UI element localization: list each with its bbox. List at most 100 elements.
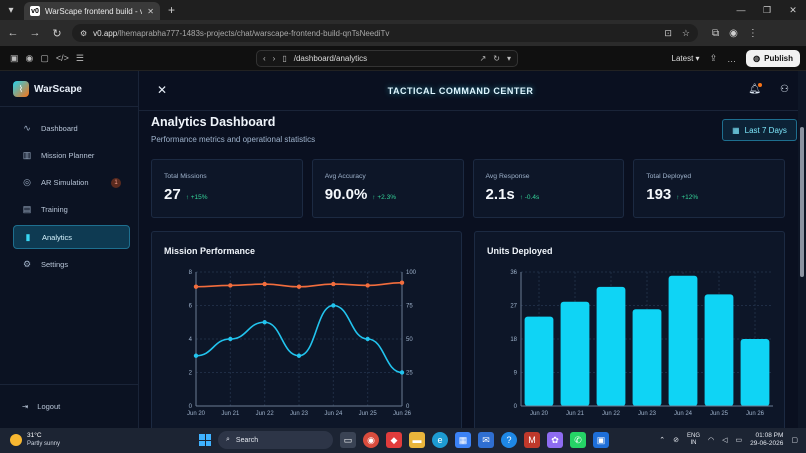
version-select[interactable]: Latest ▾ (671, 54, 700, 63)
stat-value: 193 (646, 186, 672, 203)
mic-muted-icon[interactable]: ⊘ (673, 437, 679, 444)
remote-desktop-icon[interactable]: ▣ (593, 432, 609, 448)
edge-icon[interactable]: e (432, 432, 448, 448)
y-right-tick-label: 100 (406, 270, 417, 276)
weather-widget[interactable]: 31°C Partly sunny (10, 432, 60, 448)
data-point (365, 283, 370, 288)
data-point (296, 353, 302, 358)
extensions-icon[interactable]: ⧉ (712, 27, 720, 39)
database-icon[interactable]: ☰ (75, 52, 84, 63)
sidebar-item-label: Mission Planner (41, 150, 95, 160)
brand[interactable]: ⌇ WarScape (13, 81, 82, 97)
main-area: ✕ TACTICAL COMMAND CENTER 🔔︎ ⚇ Analytics… (139, 71, 806, 428)
mission-performance-panel: Mission Performance 0 2 4 6 8 0 25 50 75 100 Jun 2… (151, 231, 462, 428)
preview-icon[interactable]: ◉ (25, 52, 34, 63)
code-icon[interactable]: </> (55, 52, 69, 63)
windows-start-icon[interactable] (199, 434, 211, 446)
stat-label: Total Deployed (646, 173, 692, 180)
sidebar-item-mission-planner[interactable]: ▥ Mission Planner (13, 143, 130, 167)
mail-icon[interactable]: ✉ (478, 432, 494, 448)
logout-button[interactable]: ⇥ Logout (22, 402, 60, 411)
chrome-icon[interactable]: ◉ (363, 432, 379, 448)
profile-icon[interactable]: ◉ (729, 27, 738, 39)
data-point (228, 336, 233, 342)
calendar-icon: ▦ (732, 125, 740, 135)
app-diamond-icon[interactable]: ◆ (386, 432, 402, 448)
sidebar-item-settings[interactable]: ⚙ Settings (13, 252, 130, 276)
more-icon[interactable]: … (727, 53, 737, 64)
store-icon[interactable]: ▦ (455, 432, 471, 448)
stat-value: 2.1s (485, 186, 515, 203)
forward-icon[interactable]: → (29, 27, 41, 39)
user-icon[interactable]: ⚇ (780, 84, 789, 95)
language-indicator[interactable]: ENG IN (686, 433, 700, 446)
globe-icon: ◍ (753, 54, 761, 63)
new-tab-button[interactable]: + (168, 3, 176, 17)
reload-icon[interactable]: ↻ (52, 27, 62, 40)
back-icon[interactable]: ← (7, 27, 19, 39)
scrollbar-thumb[interactable] (800, 127, 804, 277)
sidebar-item-analytics[interactable]: ▮ Analytics (13, 225, 130, 250)
task-view-icon[interactable]: ▭ (340, 432, 356, 448)
tab-search-icon[interactable]: ▾ (8, 4, 14, 16)
warscape-app: ⌇ WarScape ∿ Dashboard ▥ Mission Planner… (0, 71, 806, 428)
date-range-button[interactable]: ▦ Last 7 Days (722, 119, 797, 141)
battery-icon[interactable]: ▭ (735, 437, 743, 444)
clock[interactable]: 01:08 PM 29-06-2026 (750, 432, 784, 447)
file-explorer-icon[interactable]: ▬ (409, 432, 425, 448)
brand-logo-icon: ⌇ (13, 81, 29, 97)
share-icon[interactable]: ⇪ (709, 53, 718, 63)
sidebar-item-training[interactable]: ▤ Training (13, 198, 130, 222)
design-icon[interactable]: ▢ (40, 52, 49, 63)
app-red-icon[interactable]: M (524, 432, 540, 448)
tab-close-icon[interactable]: ✕ (147, 6, 154, 16)
taskbar-search[interactable]: ⌕ Search (218, 431, 333, 449)
sidebar-toggle-icon[interactable]: ▣ (10, 52, 19, 63)
browser-tab[interactable]: v0 WarScape frontend build - v0 b ✕ (24, 2, 160, 20)
top-header: ✕ TACTICAL COMMAND CENTER 🔔︎ ⚇ (139, 71, 806, 111)
path-back-icon[interactable]: ‹ (263, 54, 266, 63)
preview-path[interactable]: /dashboard/analytics (293, 54, 368, 63)
browser-menu-icon[interactable]: ⋮ (747, 27, 758, 39)
y-right-tick-label: 75 (406, 304, 413, 310)
install-app-icon[interactable]: ⊡ (664, 27, 672, 38)
y-left-tick-label: 8 (189, 270, 193, 276)
site-info-icon[interactable]: ⚙ (80, 28, 88, 38)
bar (740, 339, 770, 406)
minimize-icon[interactable]: — (736, 5, 746, 15)
stat-label: Avg Response (485, 173, 530, 180)
notifications-icon[interactable]: ▢ (791, 437, 798, 444)
volume-icon[interactable]: ◁ (722, 437, 728, 444)
help-icon[interactable]: ? (501, 432, 517, 448)
bar-chart-icon: ▮ (25, 231, 31, 242)
page-subtitle: Performance metrics and operational stat… (151, 135, 316, 144)
temperature: 31°C (27, 432, 42, 439)
close-window-icon[interactable]: ✕ (789, 4, 797, 15)
show-hidden-icons-icon[interactable]: ⌃ (659, 437, 666, 444)
bar (524, 316, 554, 406)
address-bar[interactable]: ⚙ v0.app/lhemaprabha777-1483s-projects/c… (72, 24, 698, 42)
wifi-icon[interactable]: ◠ (708, 437, 715, 444)
y-right-tick-label: 50 (406, 337, 413, 343)
maximize-icon[interactable]: ❐ (762, 4, 772, 15)
bell-icon[interactable]: 🔔︎ (748, 84, 761, 95)
sidebar-item-dashboard[interactable]: ∿ Dashboard (13, 116, 130, 140)
device-icon[interactable]: ▯ (282, 54, 287, 63)
publish-button[interactable]: ◍ Publish (746, 50, 800, 67)
refresh-preview-icon[interactable]: ↻ (493, 54, 500, 63)
whatsapp-icon[interactable]: ✆ (570, 432, 586, 448)
path-dropdown-icon[interactable]: ▾ (506, 54, 511, 63)
bar (668, 275, 698, 406)
bar (704, 294, 734, 406)
close-icon[interactable]: ✕ (157, 83, 168, 97)
data-point (399, 370, 405, 375)
sidebar-item-ar-simulation[interactable]: ◎ AR Simulation 1 (13, 171, 130, 195)
scrollbar[interactable] (798, 71, 806, 428)
path-forward-icon[interactable]: › (272, 54, 276, 63)
chart-title: Mission Performance (164, 246, 256, 256)
copilot-icon[interactable]: ✿ (547, 432, 563, 448)
bookmark-star-icon[interactable]: ☆ (681, 27, 690, 38)
weather-sun-icon (10, 434, 22, 446)
page-title: Analytics Dashboard (151, 115, 276, 129)
open-external-icon[interactable]: ↗ (479, 54, 487, 63)
